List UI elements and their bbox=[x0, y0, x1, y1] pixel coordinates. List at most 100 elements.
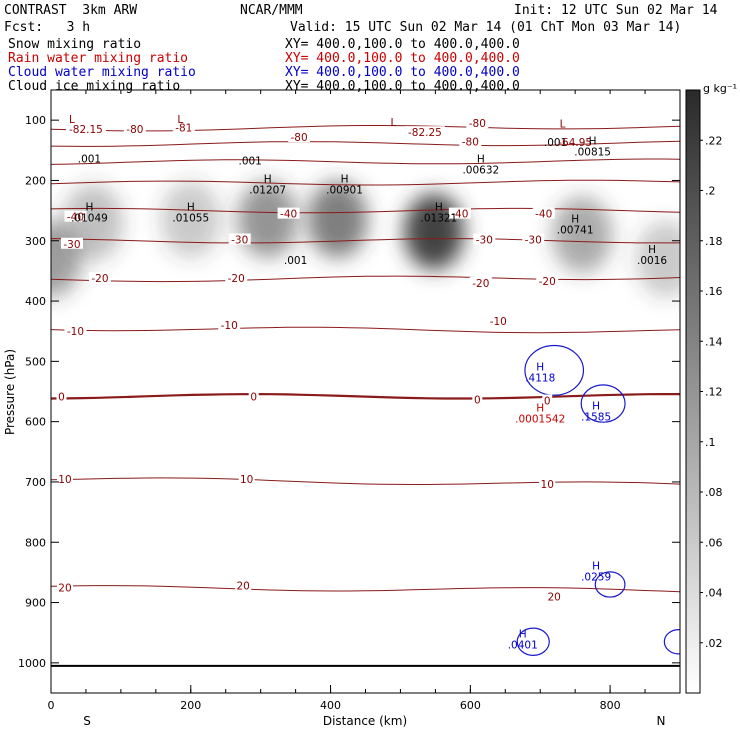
isotherm-label-bg bbox=[235, 579, 252, 591]
isotherm-label-bg bbox=[248, 390, 259, 402]
isotherm-label: 0 bbox=[474, 394, 481, 406]
ice-blob-core bbox=[237, 181, 298, 258]
extremum-value: .00901 bbox=[326, 184, 363, 196]
isotherm--80 bbox=[51, 125, 680, 132]
colorbar-tick-label: .22 bbox=[705, 134, 723, 147]
y-tick-label: 200 bbox=[25, 174, 46, 187]
colorbar-tick-label: .16 bbox=[705, 285, 723, 298]
y-axis-title: Pressure (hPa) bbox=[3, 349, 17, 435]
ice-blob-core bbox=[307, 181, 368, 258]
isotherm-label-bg bbox=[288, 131, 311, 143]
isotherm-label-bg bbox=[123, 123, 146, 135]
isotherm--50 bbox=[51, 179, 680, 186]
extremum-value: .001 bbox=[284, 255, 307, 267]
extremum-value: .1585 bbox=[581, 412, 611, 424]
isotherm-label: -30 bbox=[231, 235, 248, 247]
isotherm-label-bg bbox=[539, 477, 556, 489]
isotherm-label-bg bbox=[532, 207, 555, 219]
y-tick-label: 500 bbox=[25, 355, 46, 368]
isotherm-label-bg bbox=[487, 314, 510, 326]
y-tick-label: 900 bbox=[25, 597, 46, 610]
colorbar-unit: g kg⁻¹ bbox=[703, 82, 737, 95]
isotherm-label-bg bbox=[56, 390, 67, 402]
isotherm-label: -10 bbox=[67, 326, 84, 338]
isotherm-label-bg bbox=[448, 207, 471, 219]
isotherm-label-bg bbox=[56, 472, 73, 484]
colorbar-tick-label: .14 bbox=[705, 335, 723, 348]
extremum-value: .01055 bbox=[172, 213, 209, 225]
field-xy-cloud-water: XY= 400.0,100.0 to 400.0,400.0 bbox=[285, 65, 520, 80]
extremum-value: .001 bbox=[238, 155, 261, 167]
isotherm--70 bbox=[51, 140, 680, 147]
cloud-water-contour-1 bbox=[580, 384, 626, 423]
cloud-water-contour-3 bbox=[516, 627, 550, 656]
cloud-water-contour-4 bbox=[663, 629, 680, 655]
ice-blob-2 bbox=[160, 181, 221, 258]
extremum-mark: H bbox=[477, 153, 485, 165]
extremum-value: .0016 bbox=[637, 255, 667, 267]
isotherm-label-bg bbox=[228, 233, 251, 245]
isotherm-label-bg bbox=[277, 207, 300, 219]
isotherm-label: -20 bbox=[539, 276, 556, 288]
isotherm-label: -80 bbox=[126, 124, 143, 136]
cloud-water-contour-2 bbox=[594, 571, 626, 598]
x-axis-title: Distance (km) bbox=[323, 714, 407, 728]
isotherm-label: -80 bbox=[462, 136, 479, 148]
isotherm-label: -30 bbox=[525, 235, 542, 247]
isotherm-label: -40 bbox=[67, 212, 84, 224]
isotherm-label: 20 bbox=[548, 592, 561, 604]
extremum-mark: H bbox=[187, 202, 195, 214]
isotherm-label-bg bbox=[64, 325, 87, 337]
contour-labels: -82.15 -80 -81 -80 -82.25 -80 -80 -40 -40 -40 -40 -… bbox=[56, 114, 667, 652]
extremum-value: .00815 bbox=[574, 146, 611, 158]
isotherm-label: -40 bbox=[535, 209, 552, 221]
isotherm-20 bbox=[51, 585, 680, 593]
colorbar-ramp bbox=[685, 89, 701, 694]
isotherm-label: -20 bbox=[91, 273, 108, 285]
y-tick-label: 400 bbox=[25, 295, 46, 308]
south-end-label: S bbox=[83, 714, 91, 728]
extremum-value: .4118 bbox=[525, 372, 555, 384]
isotherm-label-bg bbox=[472, 393, 483, 405]
isotherm-label: -80 bbox=[469, 118, 486, 130]
isotherm-label-bg bbox=[542, 394, 553, 406]
colorbar-tick-label: .06 bbox=[705, 536, 723, 549]
extremum-mark: H bbox=[85, 202, 93, 214]
isotherm-label-bg bbox=[238, 472, 255, 484]
temperature-contours bbox=[51, 125, 680, 667]
isotherm-label: -10 bbox=[490, 316, 507, 328]
isotherm--20 bbox=[51, 275, 680, 283]
colorbar-tick-label: .02 bbox=[705, 637, 723, 650]
axes: 0 200 400 600 800100200300400500600700800900… bbox=[18, 90, 681, 712]
extremum-mark: H bbox=[435, 202, 443, 214]
field-name-cloud-water: Cloud water mixing ratio bbox=[8, 65, 196, 80]
isotherm-label: -30 bbox=[63, 239, 80, 251]
extremum-value: .01049 bbox=[71, 213, 108, 225]
valid-time: Valid: 15 UTC Sun 02 Mar 14 (01 ChT Mon … bbox=[290, 20, 682, 35]
forecast-hour: Fcst: 3 h bbox=[4, 20, 91, 35]
isotherm-label: -40 bbox=[280, 209, 297, 221]
isotherm-label: 20 bbox=[237, 581, 250, 593]
colorbar-tick-label: .1 bbox=[705, 436, 716, 449]
extremum-mark: H bbox=[592, 560, 600, 572]
isotherm-label: 0 bbox=[58, 391, 65, 403]
isotherm-label: 10 bbox=[240, 474, 253, 486]
isotherm-label: -40 bbox=[451, 209, 468, 221]
field-name-snow: Snow mixing ratio bbox=[8, 37, 142, 52]
colorbar-tick-label: .18 bbox=[705, 235, 723, 248]
ice-blob-core bbox=[552, 196, 613, 273]
isotherm--10 bbox=[51, 326, 680, 334]
isotherm-10 bbox=[51, 477, 680, 485]
y-tick-label: 300 bbox=[25, 235, 46, 248]
y-tick-label: 700 bbox=[25, 476, 46, 489]
extremum-mark: L bbox=[560, 118, 566, 130]
extremum-value: .0259 bbox=[581, 571, 611, 583]
y-tick-label: 100 bbox=[25, 114, 46, 127]
extremum-value: .00741 bbox=[557, 225, 594, 237]
init-time: Init: 12 UTC Sun 02 Mar 14 bbox=[514, 3, 718, 18]
cloud-water-contours bbox=[516, 344, 680, 656]
ice-blob-3 bbox=[237, 181, 298, 258]
extremum-value: .001 bbox=[544, 137, 567, 149]
extremum-value: .01207 bbox=[249, 184, 286, 196]
